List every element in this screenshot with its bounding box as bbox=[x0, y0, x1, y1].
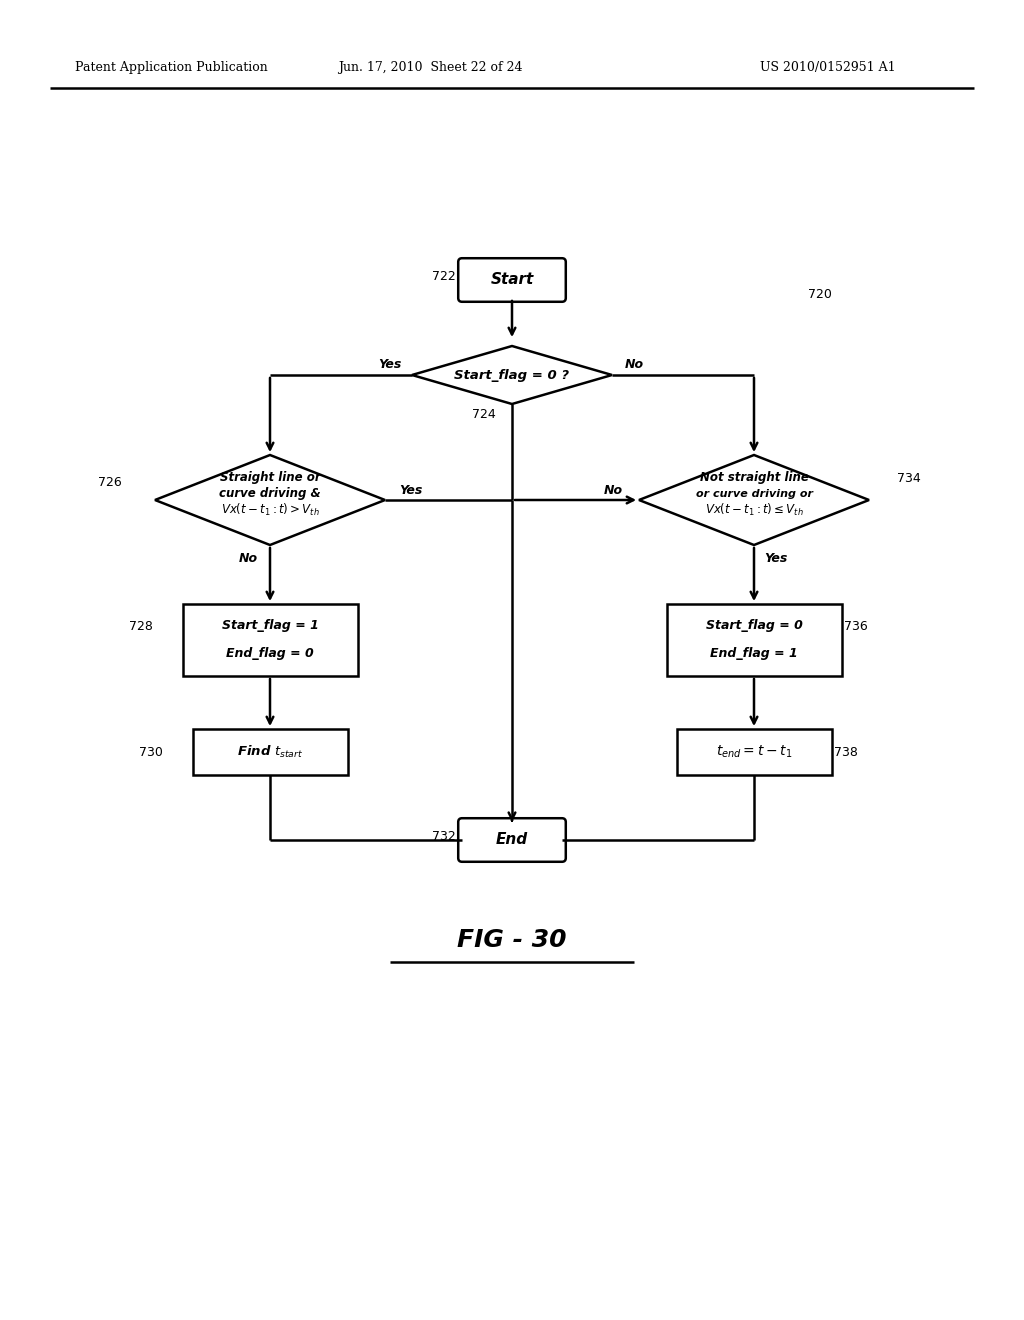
Text: Find $t_{start}$: Find $t_{start}$ bbox=[237, 744, 303, 760]
Bar bbox=[677, 729, 831, 775]
Text: 726: 726 bbox=[98, 475, 122, 488]
Text: 736: 736 bbox=[844, 619, 867, 632]
Text: Start_flag = 1: Start_flag = 1 bbox=[221, 619, 318, 632]
Text: End_flag = 1: End_flag = 1 bbox=[710, 648, 798, 660]
Text: No: No bbox=[239, 553, 258, 565]
FancyBboxPatch shape bbox=[458, 259, 566, 302]
Text: Yes: Yes bbox=[399, 483, 423, 496]
Text: Start_flag = 0 ?: Start_flag = 0 ? bbox=[455, 368, 569, 381]
Text: or curve driving or: or curve driving or bbox=[695, 488, 812, 499]
Text: No: No bbox=[625, 359, 643, 371]
Bar bbox=[193, 729, 347, 775]
Text: $Vx(t-t_1:t)>V_{th}$: $Vx(t-t_1:t)>V_{th}$ bbox=[220, 502, 319, 517]
Text: 722: 722 bbox=[432, 269, 456, 282]
Text: US 2010/0152951 A1: US 2010/0152951 A1 bbox=[760, 62, 896, 74]
Text: Start: Start bbox=[490, 272, 534, 288]
Text: No: No bbox=[603, 483, 623, 496]
Text: $Vx(t-t_1:t)\leq V_{th}$: $Vx(t-t_1:t)\leq V_{th}$ bbox=[705, 502, 804, 517]
Polygon shape bbox=[155, 455, 385, 545]
Text: Start_flag = 0: Start_flag = 0 bbox=[706, 619, 803, 632]
Text: curve driving &: curve driving & bbox=[219, 487, 321, 500]
Text: 738: 738 bbox=[834, 746, 857, 759]
Text: Not straight line: Not straight line bbox=[699, 471, 808, 484]
Bar bbox=[182, 605, 357, 676]
Polygon shape bbox=[639, 455, 869, 545]
Text: 724: 724 bbox=[472, 408, 496, 421]
Text: Jun. 17, 2010  Sheet 22 of 24: Jun. 17, 2010 Sheet 22 of 24 bbox=[338, 62, 522, 74]
Text: End: End bbox=[496, 833, 528, 847]
Text: 720: 720 bbox=[808, 289, 831, 301]
Text: $t_{end} = t - t_1$: $t_{end} = t - t_1$ bbox=[716, 743, 793, 760]
Text: FIG - 30: FIG - 30 bbox=[458, 928, 566, 952]
Text: 728: 728 bbox=[129, 619, 153, 632]
Text: 730: 730 bbox=[138, 746, 163, 759]
Polygon shape bbox=[412, 346, 612, 404]
Text: End_flag = 0: End_flag = 0 bbox=[226, 648, 314, 660]
Text: Straight line or: Straight line or bbox=[220, 471, 321, 484]
Bar bbox=[667, 605, 842, 676]
FancyBboxPatch shape bbox=[458, 818, 566, 862]
Text: 732: 732 bbox=[432, 829, 456, 842]
Text: Patent Application Publication: Patent Application Publication bbox=[75, 62, 267, 74]
Text: Yes: Yes bbox=[378, 359, 401, 371]
Text: Yes: Yes bbox=[764, 553, 787, 565]
Text: 734: 734 bbox=[897, 471, 921, 484]
